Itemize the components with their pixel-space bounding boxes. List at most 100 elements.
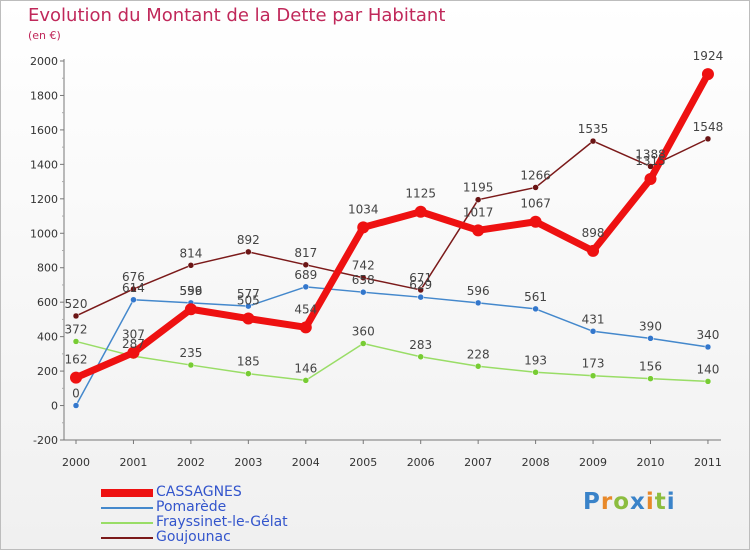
legend-item: Frayssinet-le-Gélat — [101, 515, 401, 530]
x-tick-label: 2009 — [579, 456, 607, 469]
data-label-goujounac: 1548 — [693, 120, 724, 134]
data-label-pomar-de: 577 — [237, 287, 260, 301]
x-tick-label: 2010 — [637, 456, 665, 469]
series-line-pomar-de — [75, 286, 709, 407]
data-label-cassagnes: 898 — [582, 226, 605, 240]
data-label-goujounac: 1266 — [520, 168, 551, 182]
data-point-frayssinet-le-g-lat — [72, 338, 80, 345]
data-label-pomar-de: 596 — [467, 284, 490, 298]
legend-swatch — [101, 521, 153, 524]
data-label-goujounac: 1195 — [463, 181, 494, 195]
data-point-frayssinet-le-g-lat — [417, 353, 424, 361]
data-label-goujounac: 742 — [352, 259, 375, 273]
data-label-goujounac: 671 — [409, 271, 432, 285]
data-point-frayssinet-le-g-lat — [245, 370, 252, 377]
data-label-frayssinet-le-g-lat: 372 — [65, 322, 88, 336]
data-point-frayssinet-le-g-lat — [704, 378, 712, 385]
data-point-frayssinet-le-g-lat — [187, 361, 195, 369]
x-tick-label: 2002 — [177, 456, 205, 469]
data-label-pomar-de: 561 — [524, 290, 547, 304]
data-label-cassagnes: 162 — [65, 353, 88, 367]
data-point-cassagnes — [701, 68, 714, 81]
y-tick-label: 1800 — [30, 89, 58, 102]
x-tick-label: 2007 — [464, 456, 492, 469]
data-label-pomar-de: 390 — [639, 319, 662, 333]
data-label-frayssinet-le-g-lat: 140 — [696, 362, 719, 376]
y-tick-label: 800 — [37, 262, 58, 275]
data-point-cassagnes — [414, 205, 427, 218]
data-point-frayssinet-le-g-lat — [532, 369, 539, 376]
data-point-frayssinet-le-g-lat — [589, 372, 597, 379]
y-tick-label: 2000 — [30, 55, 58, 68]
data-point-goujounac — [360, 274, 367, 281]
proxiti-logo: Proxiti — [583, 489, 676, 515]
data-point-goujounac — [532, 184, 539, 191]
x-tick-label: 2008 — [522, 456, 550, 469]
x-tick-label: 2005 — [349, 456, 377, 469]
data-label-goujounac: 817 — [294, 246, 317, 260]
data-label-cassagnes: 1924 — [693, 49, 724, 63]
data-point-cassagnes — [529, 215, 542, 228]
y-tick-label: -200 — [33, 434, 58, 447]
data-label-goujounac: 1535 — [578, 122, 609, 136]
data-label-pomar-de: 0 — [72, 387, 80, 401]
data-label-pomar-de: 658 — [352, 273, 375, 287]
x-tick-label: 2004 — [292, 456, 320, 469]
data-point-pomar-de — [647, 335, 654, 342]
legend-label: Pomarède — [156, 499, 227, 515]
x-tick-label: 2000 — [62, 456, 90, 469]
logo-letter: P — [583, 489, 601, 515]
data-label-cassagnes: 559 — [179, 284, 202, 298]
data-point-goujounac — [245, 248, 252, 256]
data-label-goujounac: 1388 — [635, 147, 666, 161]
data-label-frayssinet-le-g-lat: 185 — [237, 355, 260, 369]
data-point-goujounac — [474, 196, 482, 203]
logo-letter: x — [630, 489, 646, 515]
y-tick-label: 0 — [51, 400, 58, 413]
data-label-frayssinet-le-g-lat: 146 — [294, 361, 317, 375]
data-label-cassagnes: 505 — [237, 294, 260, 308]
legend-item: CASSAGNES — [101, 485, 401, 500]
data-label-pomar-de: 340 — [696, 328, 719, 342]
data-label-cassagnes: 1067 — [520, 197, 551, 211]
data-label-frayssinet-le-g-lat: 287 — [122, 337, 145, 351]
series-line-frayssinet-le-g-lat — [75, 340, 709, 383]
data-label-cassagnes: 1034 — [348, 202, 379, 216]
data-point-pomar-de — [589, 328, 597, 335]
data-label-frayssinet-le-g-lat: 173 — [582, 357, 605, 371]
series-line-cassagnes — [72, 70, 712, 382]
data-point-frayssinet-le-g-lat — [647, 375, 654, 382]
data-label-goujounac: 520 — [65, 297, 88, 311]
data-label-frayssinet-le-g-lat: 156 — [639, 360, 662, 374]
x-tick-label: 2006 — [407, 456, 435, 469]
logo-letter: i — [666, 489, 676, 515]
y-tick-label: 200 — [37, 365, 58, 378]
data-label-frayssinet-le-g-lat: 283 — [409, 338, 432, 352]
data-label-cassagnes: 454 — [294, 302, 317, 316]
data-label-goujounac: 814 — [179, 246, 202, 260]
data-point-pomar-de — [532, 305, 539, 313]
data-point-cassagnes — [299, 321, 312, 334]
data-label-cassagnes: 1017 — [463, 205, 494, 219]
data-point-pomar-de — [474, 299, 482, 307]
data-label-frayssinet-le-g-lat: 193 — [524, 353, 547, 367]
data-point-goujounac — [187, 262, 195, 269]
x-tick-label: 2003 — [234, 456, 262, 469]
chart-subtitle: (en €) — [28, 29, 61, 42]
data-label-cassagnes: 1315 — [635, 154, 666, 168]
data-point-goujounac — [302, 261, 310, 269]
data-label-cassagnes: 307 — [122, 328, 145, 342]
data-label-cassagnes: 1125 — [405, 187, 436, 201]
data-point-cassagnes — [357, 221, 370, 234]
data-point-pomar-de — [417, 293, 424, 301]
legend-swatch — [101, 488, 153, 497]
data-point-goujounac — [72, 312, 80, 320]
data-point-cassagnes — [184, 303, 197, 316]
data-label-goujounac: 676 — [122, 270, 145, 284]
legend-swatch — [101, 536, 153, 539]
data-label-goujounac: 892 — [237, 233, 260, 247]
legend-label: CASSAGNES — [156, 484, 242, 500]
data-label-frayssinet-le-g-lat: 235 — [179, 346, 202, 360]
data-point-cassagnes — [644, 173, 657, 186]
